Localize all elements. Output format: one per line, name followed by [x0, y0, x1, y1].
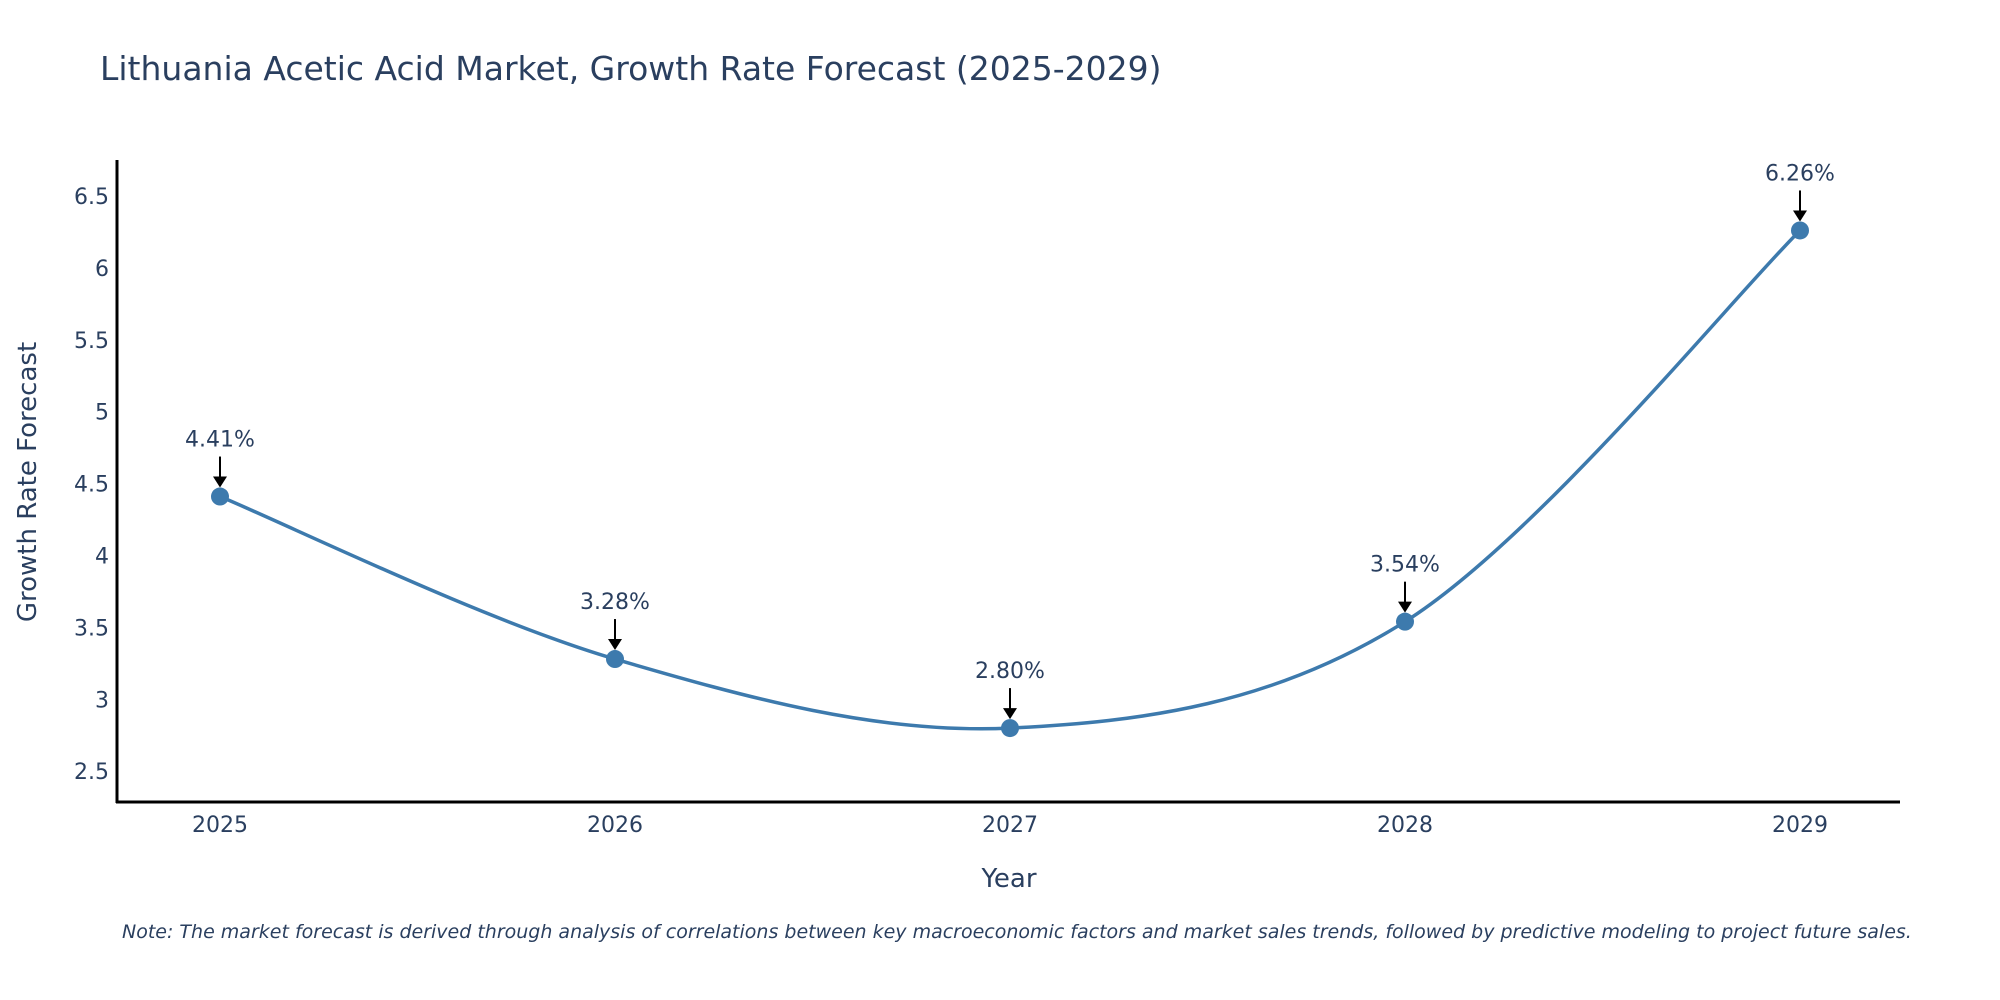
y-tick-label: 4.5	[74, 473, 109, 498]
x-axis-title: Year	[980, 864, 1036, 894]
y-tick-label: 3.5	[74, 616, 109, 641]
data-label: 3.54%	[1370, 553, 1440, 578]
data-annotations: 4.41% 3.28% 2.80% 3.54% 6.26%	[185, 161, 1835, 720]
x-tick-label: 2025	[192, 813, 248, 838]
y-tick-label: 2.5	[74, 760, 109, 785]
data-label: 6.26%	[1765, 161, 1835, 186]
x-tick-label: 2026	[587, 813, 643, 838]
annotation-arrow-head	[1398, 601, 1412, 613]
y-tick-label: 4	[95, 545, 109, 570]
footnote: Note: The market forecast is derived thr…	[122, 921, 1912, 943]
x-tick-label: 2027	[982, 813, 1038, 838]
x-axis-ticks: 2025 2026 2027 2028 2029	[192, 813, 1828, 838]
y-tick-label: 6	[95, 257, 109, 282]
data-label: 3.28%	[580, 590, 650, 615]
y-tick-label: 6.5	[74, 185, 109, 210]
data-label: 2.80%	[975, 659, 1045, 684]
chart-title: Lithuania Acetic Acid Market, Growth Rat…	[100, 49, 1162, 88]
data-label: 4.41%	[185, 428, 255, 453]
annotation-arrow-head	[213, 476, 227, 488]
data-point	[1001, 719, 1019, 738]
x-tick-label: 2028	[1377, 813, 1433, 838]
y-tick-label: 5.5	[74, 329, 109, 354]
annotation-arrow-head	[1793, 210, 1807, 222]
y-axis-title: Growth Rate Forecast	[13, 342, 43, 622]
data-point	[1396, 612, 1414, 631]
y-tick-label: 3	[95, 688, 109, 713]
annotation-arrow-head	[1003, 708, 1017, 720]
data-point	[1791, 221, 1809, 240]
x-tick-label: 2029	[1772, 813, 1828, 838]
y-tick-label: 5	[95, 401, 109, 426]
series-line	[219, 229, 1802, 731]
series-markers	[211, 221, 1809, 738]
y-axis-ticks: 2.5 3 3.5 4 4.5 5 5.5 6 6.5	[74, 185, 109, 785]
data-point	[211, 487, 229, 506]
annotation-arrow-head	[608, 639, 622, 651]
data-point	[606, 650, 624, 669]
